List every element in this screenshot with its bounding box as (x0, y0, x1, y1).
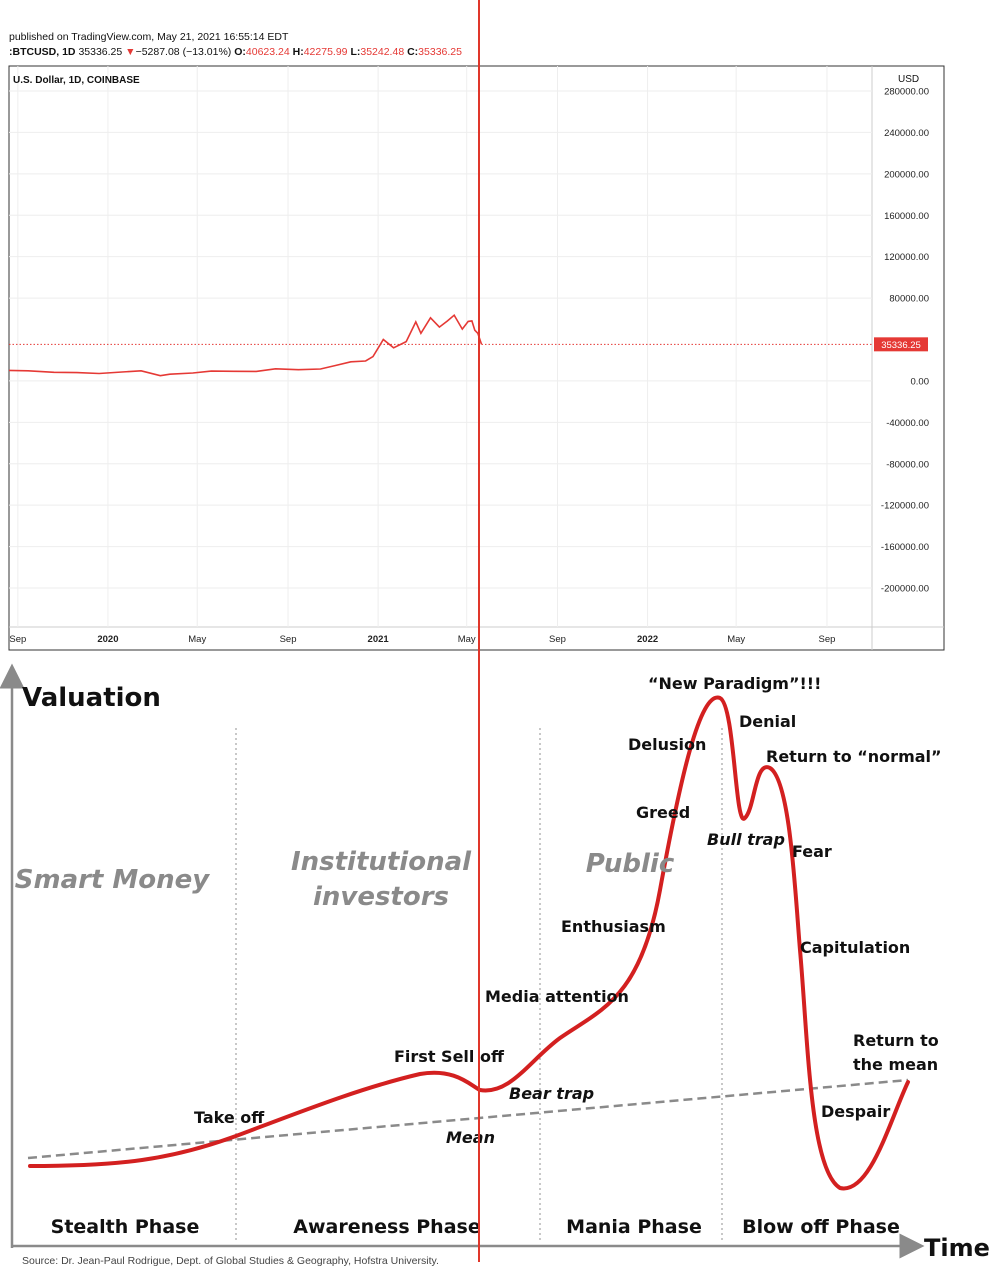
label-capitulation: Capitulation (800, 938, 910, 957)
last-price-tag-bg (874, 337, 928, 352)
y-tick-label: -200000.00 (881, 584, 929, 595)
region-institutional-line2: investors (313, 882, 449, 912)
down-arrow-icon: ▼ (125, 46, 136, 58)
label-delusion: Delusion (628, 735, 706, 754)
label-greed: Greed (636, 803, 690, 822)
x-tick-label: Sep (280, 634, 297, 645)
time-axis: Sep 2020 May Sep 2021 May Sep 2022 May Sep (9, 634, 835, 645)
y-tick-label: -40000.00 (886, 418, 929, 429)
y-tick-label: 0.00 (911, 376, 930, 387)
mean-line (27, 1078, 909, 1160)
phase-stealth: Stealth Phase (51, 1216, 200, 1238)
x-tick-label: 2022 (637, 634, 658, 645)
chart-frame (8, 65, 945, 651)
symbol-label: :BTCUSD, 1D (9, 46, 76, 58)
phase-blowoff: Blow off Phase (742, 1216, 900, 1238)
x-tick-label: 2020 (97, 634, 118, 645)
x-axis-title: Time (924, 1234, 990, 1262)
x-tick-label: 2021 (368, 634, 390, 645)
btc-price-chart: U.S. Dollar, 1D, COINBASE USD 280000.002… (8, 65, 945, 651)
label-despair: Despair (821, 1102, 890, 1121)
source-note: Source: Dr. Jean-Paul Rodrigue, Dept. of… (22, 1255, 439, 1267)
price-change: −5287.08 (−13.01%) (135, 46, 232, 58)
ohlc-line: :BTCUSD, 1D 35336.25 ▼−5287.08 (−13.01%)… (9, 45, 462, 60)
y-tick-label: 280000.00 (884, 87, 929, 98)
y-tick-label: 160000.00 (884, 211, 929, 222)
last-price: 35336.25 (78, 46, 123, 58)
label-mean: Mean (446, 1128, 495, 1147)
currency-label: USD (898, 74, 919, 85)
last-price-tag-label: 35336.25 (881, 340, 921, 351)
open-value: 40623.24 (245, 46, 290, 58)
label-return-normal: Return to “normal” (766, 747, 942, 766)
overlay-vertical-line (478, 0, 480, 1262)
open-label: O: (234, 46, 246, 58)
x-tick-label: Sep (549, 634, 566, 645)
label-bull-trap: Bull trap (707, 830, 785, 849)
close-value: 35336.25 (418, 46, 462, 58)
grid (9, 66, 872, 627)
label-take-off: Take off (194, 1108, 265, 1127)
chart-header: published on TradingView.com, May 21, 20… (9, 30, 462, 60)
valuation-curve (28, 695, 910, 1191)
y-tick-label: 80000.00 (889, 294, 929, 305)
label-return-mean-line1: Return to (853, 1031, 939, 1050)
region-smart-money: Smart Money (15, 865, 211, 895)
y-tick-label: -120000.00 (881, 501, 929, 512)
y-axis-title: Valuation (22, 683, 161, 713)
label-new-paradigm: “New Paradigm”!!! (648, 674, 821, 693)
label-first-sell-off: First Sell off (394, 1047, 505, 1066)
y-tick-label: 200000.00 (884, 169, 929, 180)
close-label: C: (407, 46, 419, 58)
label-return-mean-line2: the mean (853, 1055, 938, 1074)
chart-title: U.S. Dollar, 1D, COINBASE (13, 75, 140, 86)
high-value: 42275.99 (303, 46, 348, 58)
x-tick-label: May (188, 634, 206, 645)
high-label: H: (292, 46, 304, 58)
x-tick-label: May (458, 634, 476, 645)
label-media-attention: Media attention (485, 987, 629, 1006)
y-tick-label: -160000.00 (881, 542, 929, 553)
label-denial: Denial (739, 712, 796, 731)
price-series-line (8, 313, 483, 377)
y-tick-label: -80000.00 (886, 459, 929, 470)
published-line: published on TradingView.com, May 21, 20… (9, 31, 289, 43)
x-tick-label: May (727, 634, 745, 645)
label-bear-trap: Bear trap (509, 1084, 594, 1103)
region-public: Public (586, 849, 675, 879)
y-tick-label: 120000.00 (884, 252, 929, 263)
phase-mania: Mania Phase (566, 1216, 702, 1238)
label-enthusiasm: Enthusiasm (561, 917, 666, 936)
label-fear: Fear (792, 842, 832, 861)
x-tick-label: Sep (819, 634, 836, 645)
y-tick-label: 240000.00 (884, 128, 929, 139)
phase-awareness: Awareness Phase (293, 1216, 480, 1238)
last-price-tag: 35336.25 (874, 337, 928, 352)
region-institutional-line1: Institutional (291, 847, 472, 877)
low-value: 35242.48 (360, 46, 405, 58)
price-axis: 280000.00 240000.00 200000.00 160000.00 1200… (881, 87, 929, 595)
low-label: L: (350, 46, 361, 58)
x-tick-label: Sep (9, 634, 26, 645)
